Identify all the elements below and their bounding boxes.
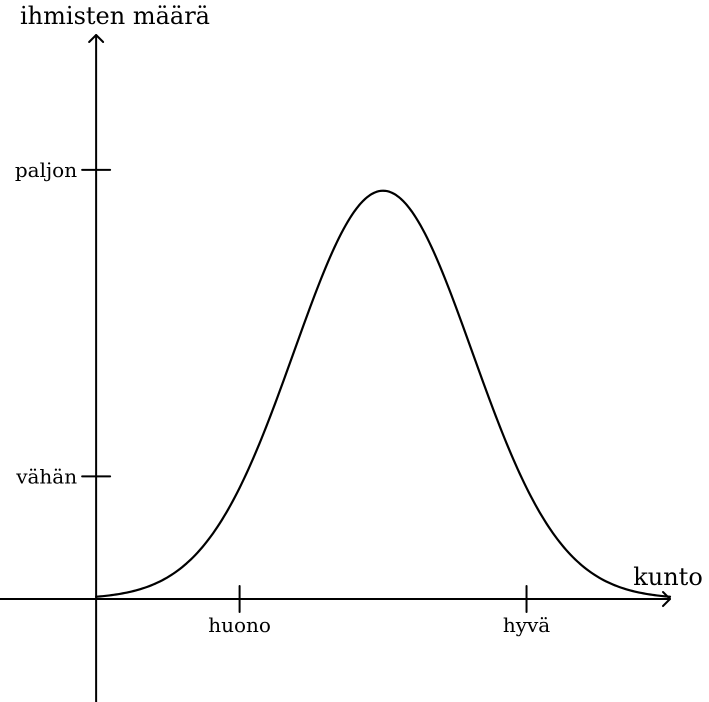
- x-tick-label-huono: huono: [208, 613, 271, 637]
- x-tick-label-hyva: hyvä: [503, 613, 550, 637]
- ticks: [81, 168, 528, 614]
- y-axis-label: ihmisten määrä: [20, 2, 210, 30]
- distribution-curve: [95, 189, 672, 598]
- x-axis-arrow-icon: [662, 591, 671, 608]
- y-tick-label-vahan: vähän: [15, 464, 77, 488]
- labels: ihmisten määrä kunto huono hyvä vähän pa…: [15, 2, 703, 637]
- x-axis-label: kunto: [633, 563, 703, 591]
- y-axis-arrow-icon: [88, 34, 105, 43]
- axes: [0, 34, 671, 702]
- y-tick-label-paljon: paljon: [15, 158, 77, 182]
